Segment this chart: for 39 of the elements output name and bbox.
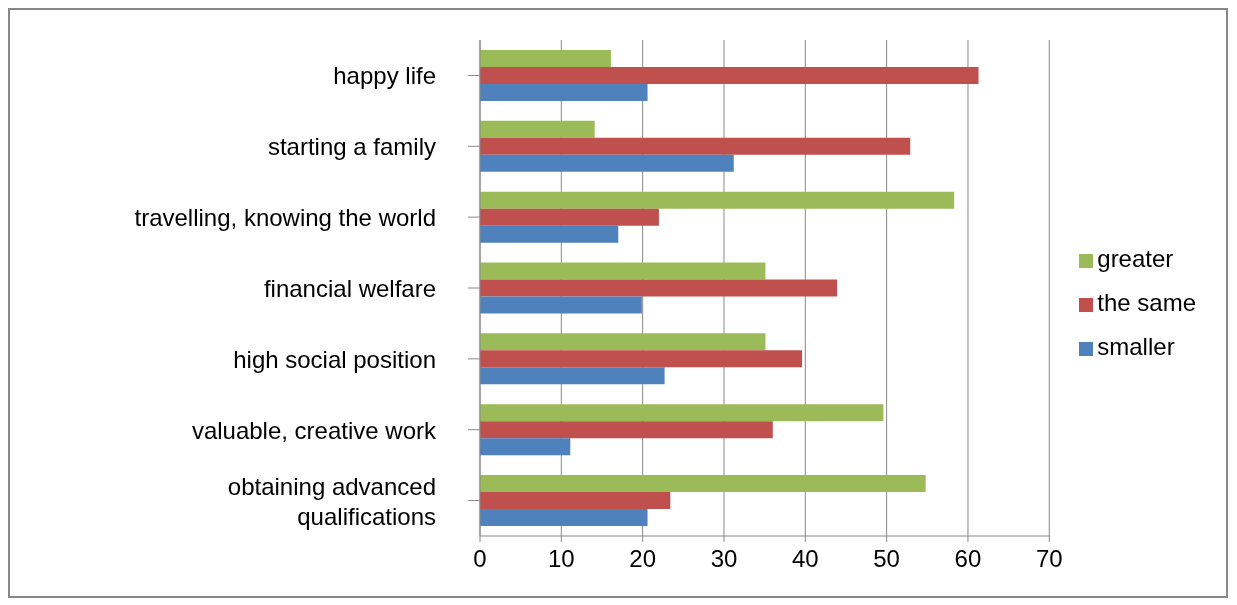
y-tick-label: high social position [233,345,436,373]
bar [480,208,659,226]
bar [480,475,926,493]
bar [480,421,773,439]
bar [480,137,911,155]
x-tick-label: 40 [791,545,819,573]
bar [480,333,766,351]
y-tick-label: travelling, knowing the world [134,203,436,231]
bar [480,438,571,456]
bar [480,225,619,243]
legend-label: greater [1097,245,1174,272]
y-tick-label: starting a family [267,132,436,160]
x-tick-label: 0 [473,545,487,573]
bar [480,120,595,138]
bar [480,83,648,101]
bar [480,509,648,527]
bar [480,492,671,510]
bar [480,49,611,67]
y-tick-label: financial welfare [263,274,436,302]
legend-label: smaller [1097,333,1175,360]
bar [480,262,766,280]
legend-label: the same [1097,289,1196,316]
y-tick-label: happy life [333,61,436,89]
bar [480,350,803,368]
x-tick-label: 50 [873,545,900,573]
bar [480,154,734,172]
bar [480,191,955,209]
x-tick-label: 10 [547,545,575,573]
bar [480,279,838,297]
y-tick-label: obtaining advanced qualifications [227,472,436,530]
x-tick-label: 30 [710,545,738,573]
bar [480,66,979,84]
bar [480,367,665,385]
x-tick-label: 60 [954,545,982,573]
y-tick-label: valuable, creative work [191,416,437,444]
bar [480,404,884,422]
x-tick-label: 70 [1035,545,1063,573]
bar [480,296,642,314]
x-tick-label: 20 [629,545,656,573]
